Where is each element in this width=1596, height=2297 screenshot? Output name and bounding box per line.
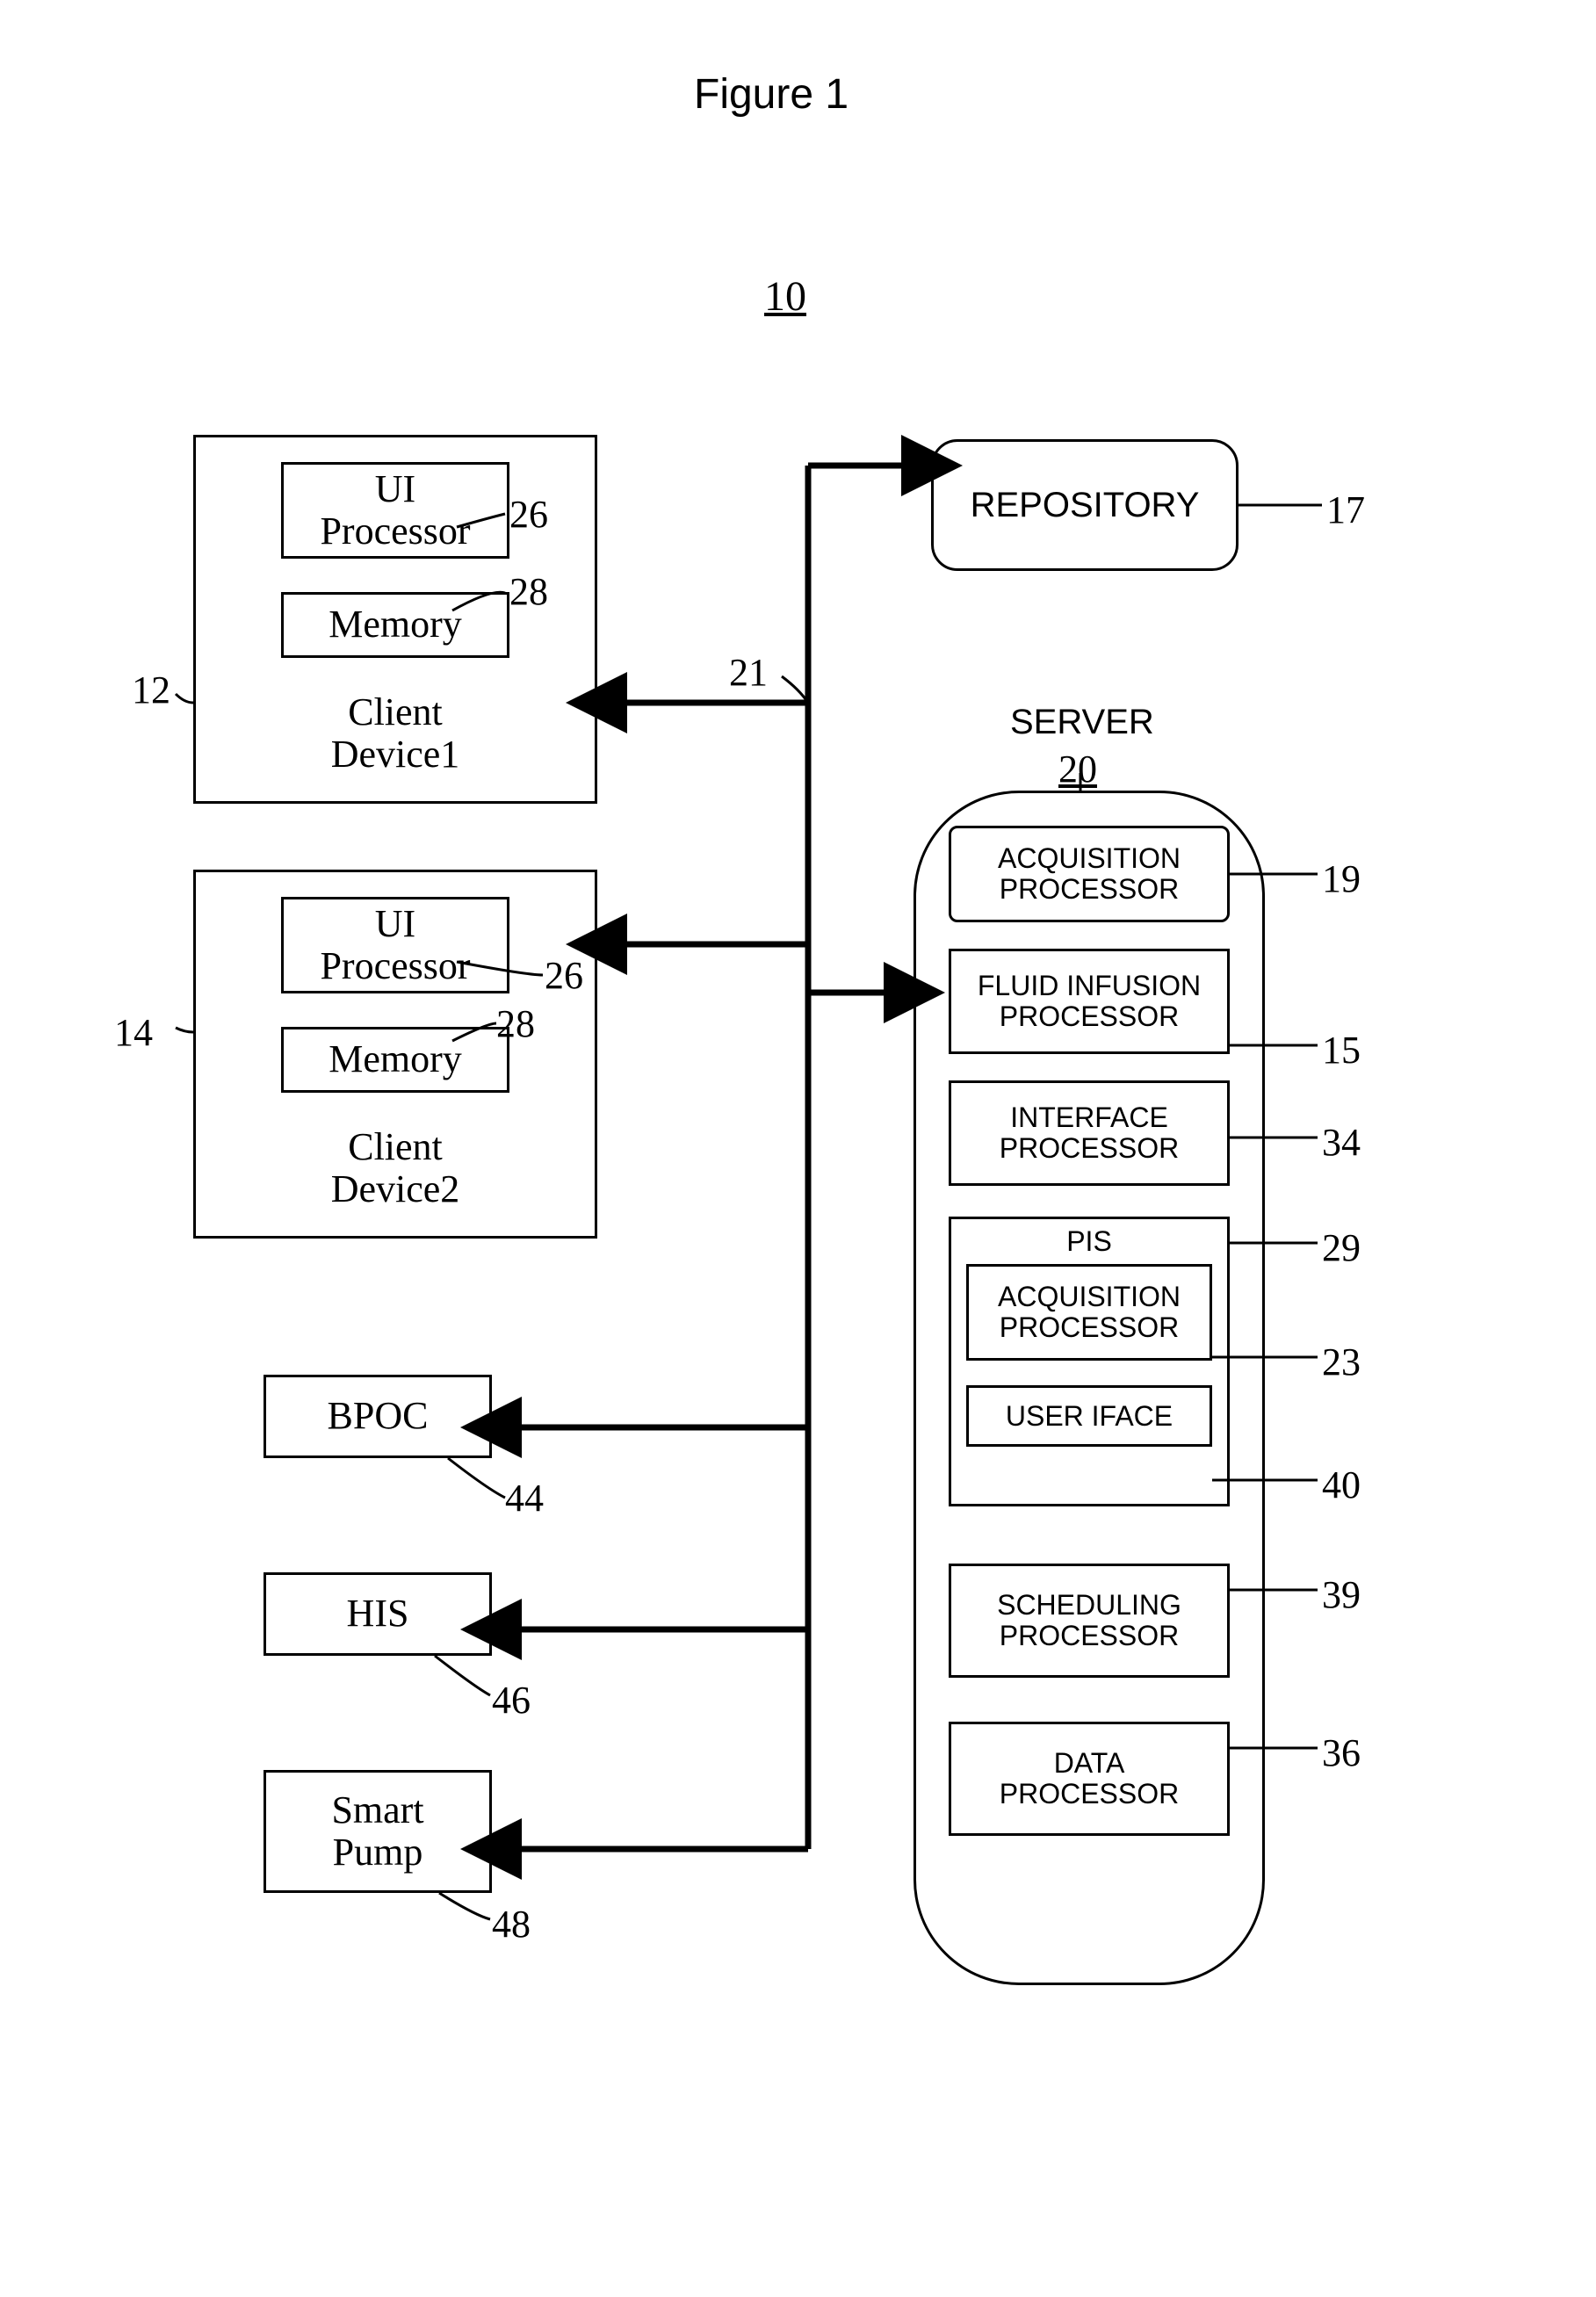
client2-mem-num: 28 [496,1001,535,1046]
server-data: DATA PROCESSOR [949,1722,1230,1836]
pis-acquisition: ACQUISITION PROCESSOR [966,1264,1212,1361]
pis-acq-num: 23 [1322,1340,1361,1384]
server-sched-label: SCHEDULING PROCESSOR [997,1590,1181,1651]
pis-acq-label: ACQUISITION PROCESSOR [998,1282,1181,1343]
his-num: 46 [492,1678,531,1723]
bpoc-box: BPOC [264,1375,492,1458]
server-data-label: DATA PROCESSOR [1000,1748,1179,1809]
pump-label: Smart Pump [331,1789,423,1874]
client-device-1: UI Processor Memory Client Device1 [193,435,597,804]
pis-label: PIS [1066,1226,1112,1257]
server-fluid: FLUID INFUSION PROCESSOR [949,949,1230,1054]
server-pis: PIS ACQUISITION PROCESSOR USER IFACE [949,1217,1230,1506]
server-label: SERVER [1010,703,1154,742]
his-box: HIS [264,1572,492,1656]
server-fluid-label: FLUID INFUSION PROCESSOR [978,971,1201,1032]
client2-memory: Memory [281,1027,509,1093]
client1-label: Client Device1 [331,691,460,777]
his-label: HIS [347,1593,409,1635]
server-iface-num: 34 [1322,1120,1361,1165]
client2-ui-label: UI Processor [320,903,470,988]
server-sched-num: 39 [1322,1572,1361,1617]
repository-box: REPOSITORY [931,439,1239,571]
client1-ui-num: 26 [509,492,548,537]
client1-num: 12 [132,668,170,712]
bus-num: 21 [729,650,768,695]
pis-ui-num: 40 [1322,1463,1361,1507]
pis-user-iface: USER IFACE [966,1385,1212,1447]
pis-ui-label: USER IFACE [1006,1401,1173,1432]
server-acquisition: ACQUISITION PROCESSOR [949,826,1230,922]
client1-mem-label: Memory [329,603,462,646]
client1-memory: Memory [281,592,509,658]
client1-ui-processor: UI Processor [281,462,509,559]
bpoc-label: BPOC [328,1395,429,1437]
server-acq-label: ACQUISITION PROCESSOR [998,843,1181,905]
server-acq-num: 19 [1322,856,1361,901]
server-interface: INTERFACE PROCESSOR [949,1080,1230,1186]
client2-ui-num: 26 [545,953,583,998]
client2-label: Client Device2 [331,1126,460,1211]
bpoc-num: 44 [505,1476,544,1520]
diagram-number: 10 [764,272,806,321]
repo-label: REPOSITORY [971,486,1200,524]
client-device-2: UI Processor Memory Client Device2 [193,870,597,1239]
pis-num: 29 [1322,1225,1361,1270]
smart-pump-box: Smart Pump [264,1770,492,1893]
pump-num: 48 [492,1902,531,1947]
client2-mem-label: Memory [329,1038,462,1080]
server-scheduling: SCHEDULING PROCESSOR [949,1564,1230,1678]
client1-ui-label: UI Processor [320,468,470,553]
server-iface-label: INTERFACE PROCESSOR [1000,1102,1179,1164]
repo-num: 17 [1326,488,1365,532]
client2-num: 14 [114,1010,153,1055]
server-num: 20 [1058,747,1097,791]
server-fluid-num: 15 [1322,1028,1361,1073]
server-data-num: 36 [1322,1730,1361,1775]
figure-title: Figure 1 [694,70,849,119]
client2-ui-processor: UI Processor [281,897,509,993]
client1-mem-num: 28 [509,569,548,614]
